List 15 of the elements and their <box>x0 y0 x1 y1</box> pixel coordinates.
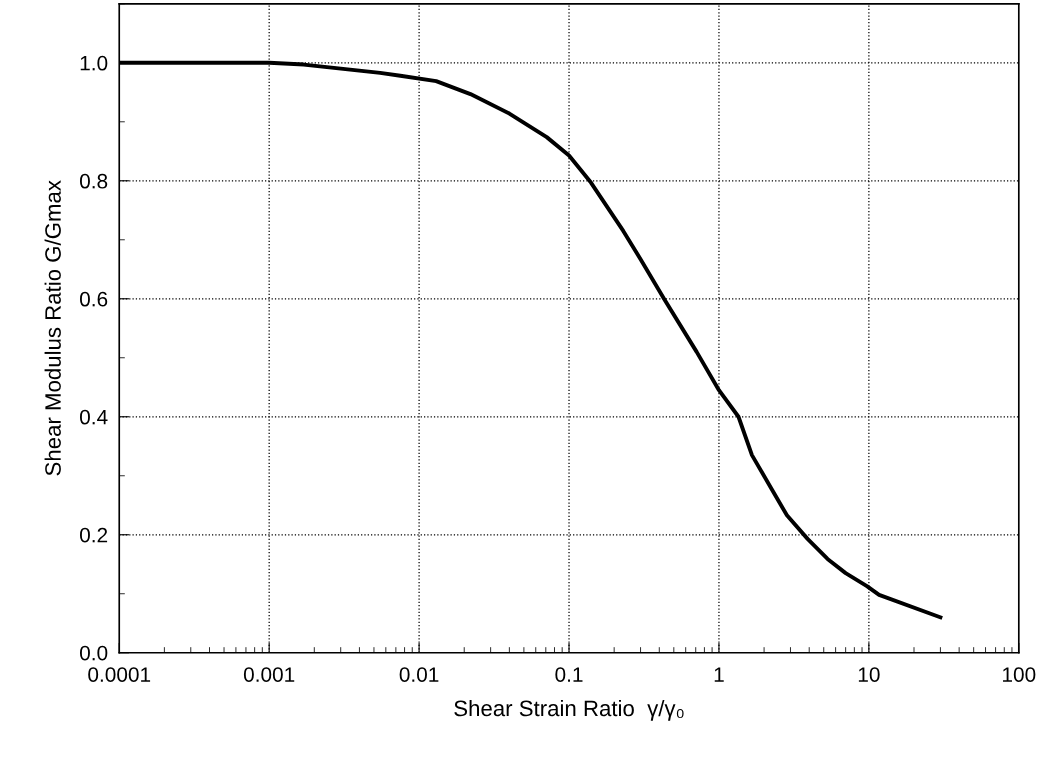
x-tick-label: 100 <box>1003 667 1036 682</box>
x-tick-label: 0.01 <box>399 667 439 682</box>
y-tick-label: 0.6 <box>79 291 108 307</box>
x-tick-label: 10 <box>858 667 880 682</box>
x-tick-label: 1 <box>714 667 724 682</box>
y-tick-label: 0.0 <box>79 645 108 661</box>
y-tick-label: 0.4 <box>79 409 108 425</box>
x-tick-label: 0.1 <box>555 667 583 682</box>
y-axis-title: Shear Modulus Ratio G/Gmax <box>44 180 61 476</box>
y-tick-label: 0.8 <box>79 173 108 189</box>
y-tick-label: 0.2 <box>79 527 108 543</box>
x-tick-label: 0.001 <box>243 667 295 682</box>
y-tick-label: 1.0 <box>80 55 108 71</box>
x-axis-title: Shear Strain Ratio γ/γ₀ <box>454 699 684 721</box>
x-tick-label: 0.0001 <box>88 667 151 682</box>
